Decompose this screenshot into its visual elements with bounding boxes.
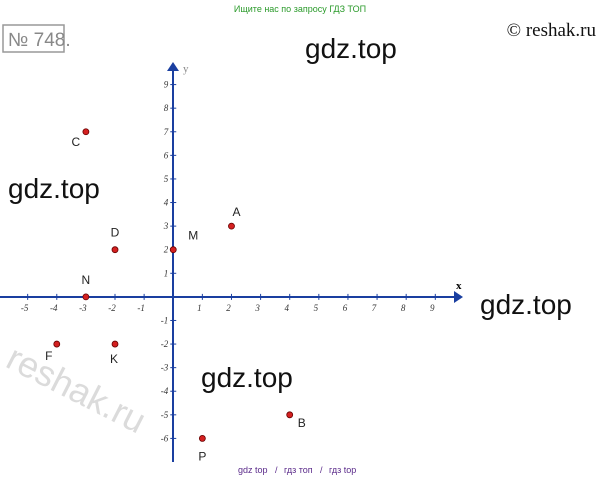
x-tick-label: -2 — [108, 303, 116, 313]
point-label: N — [82, 273, 91, 287]
y-tick-label: -1 — [161, 315, 169, 325]
point — [82, 293, 90, 301]
point — [169, 246, 177, 254]
y-tick-label: 6 — [164, 150, 169, 160]
y-tick-label: -5 — [161, 410, 169, 420]
x-tick-label: 6 — [343, 303, 348, 313]
point-label: D — [111, 226, 120, 240]
y-tick-label: 9 — [164, 80, 169, 90]
y-tick-label: -6 — [161, 433, 169, 443]
point-label: B — [298, 416, 306, 430]
point — [82, 128, 90, 136]
watermark: gdz.top — [305, 33, 397, 64]
x-tick-label: 7 — [372, 303, 377, 313]
y-tick-label: 4 — [164, 198, 169, 208]
x-tick-label: 5 — [314, 303, 319, 313]
y-axis-label: y — [183, 63, 189, 75]
x-tick-label: -4 — [50, 303, 58, 313]
x-tick-label: 4 — [284, 303, 289, 313]
footer-text: / — [275, 465, 278, 475]
point — [111, 340, 119, 348]
footer-text: / — [320, 465, 323, 475]
watermark: gdz.top — [480, 289, 572, 320]
point — [53, 340, 61, 348]
point — [286, 411, 294, 419]
x-tick-label: 8 — [401, 303, 406, 313]
x-tick-label: 1 — [197, 303, 202, 313]
point-label: C — [72, 135, 81, 149]
plot: x y -5 -4 -3 -2 -1 1 2 3 4 5 6 7 8 9 -6 -5 -4 -3 -2 -1 1 2 3 4 5… — [0, 62, 463, 463]
footer-text: гдз топ — [284, 465, 313, 475]
footer: gdz top / гдз топ / гдз top — [238, 465, 356, 475]
x-tick-label: 9 — [430, 303, 435, 313]
x-tick-label: -3 — [79, 303, 87, 313]
point-label: K — [110, 352, 118, 366]
watermark: reshak.ru — [0, 337, 152, 442]
x-tick-label: -1 — [137, 303, 145, 313]
y-tick-label: 7 — [164, 127, 169, 137]
point — [228, 222, 235, 230]
x-axis-label: x — [456, 280, 462, 292]
footer-text: гдз top — [329, 465, 356, 475]
y-tick-label: 1 — [164, 268, 169, 278]
exercise-number: № 748. — [8, 30, 71, 51]
y-tick-label: 3 — [163, 221, 169, 231]
x-arrow — [454, 291, 463, 303]
y-tick-label: -3 — [161, 363, 169, 373]
x-tick-label: 2 — [226, 303, 231, 313]
y-tick-label: 2 — [164, 245, 169, 255]
number-box — [2, 24, 65, 53]
watermark: gdz.top — [201, 362, 293, 393]
y-tick-label: -2 — [161, 339, 169, 349]
y-tick-label: -4 — [161, 386, 169, 396]
search-note: Ищите нас по запросу ГДЗ ТОП — [234, 4, 366, 14]
point-label: M — [188, 229, 198, 243]
point-label: F — [45, 349, 52, 363]
x-tick-label: 3 — [254, 303, 260, 313]
point-label: A — [232, 205, 240, 219]
x-tick-label: -5 — [21, 303, 29, 313]
y-arrow — [167, 62, 179, 71]
point — [198, 435, 206, 442]
y-tick-label: 5 — [164, 174, 169, 184]
y-tick-label: 8 — [164, 103, 169, 113]
copyright: © reshak.ru — [507, 20, 597, 41]
point — [111, 246, 119, 254]
footer-text: gdz top — [238, 465, 268, 475]
point-label: P — [198, 449, 206, 463]
watermark: gdz.top — [8, 173, 100, 204]
